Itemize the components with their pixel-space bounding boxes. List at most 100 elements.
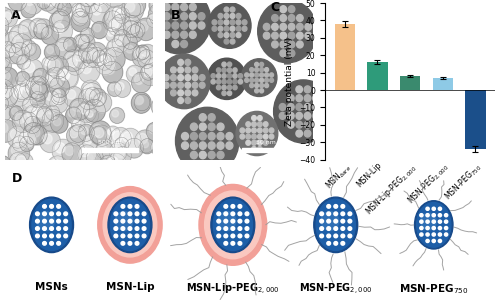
Circle shape bbox=[109, 142, 127, 161]
Circle shape bbox=[69, 58, 78, 67]
Circle shape bbox=[56, 227, 60, 230]
Circle shape bbox=[240, 128, 244, 133]
Circle shape bbox=[44, 55, 63, 76]
Circle shape bbox=[0, 84, 18, 105]
Circle shape bbox=[0, 98, 3, 105]
Circle shape bbox=[82, 92, 90, 101]
Circle shape bbox=[250, 78, 254, 82]
Circle shape bbox=[238, 205, 242, 208]
Circle shape bbox=[29, 125, 47, 145]
Circle shape bbox=[280, 23, 286, 30]
Circle shape bbox=[432, 220, 436, 223]
Circle shape bbox=[78, 0, 98, 7]
Circle shape bbox=[56, 212, 60, 215]
Circle shape bbox=[134, 94, 150, 111]
Circle shape bbox=[84, 108, 98, 123]
Circle shape bbox=[172, 0, 179, 2]
Circle shape bbox=[264, 32, 270, 39]
Circle shape bbox=[85, 137, 91, 144]
Circle shape bbox=[106, 39, 124, 57]
Circle shape bbox=[60, 3, 66, 10]
Circle shape bbox=[432, 207, 436, 210]
Circle shape bbox=[46, 72, 59, 86]
Ellipse shape bbox=[321, 211, 338, 231]
Circle shape bbox=[236, 33, 241, 38]
Circle shape bbox=[296, 32, 303, 39]
Circle shape bbox=[320, 227, 324, 230]
Circle shape bbox=[178, 98, 184, 104]
Circle shape bbox=[254, 78, 258, 82]
Circle shape bbox=[260, 83, 264, 88]
Circle shape bbox=[224, 205, 228, 208]
Circle shape bbox=[230, 39, 235, 44]
Circle shape bbox=[126, 3, 134, 11]
Circle shape bbox=[9, 152, 27, 171]
Circle shape bbox=[270, 78, 274, 82]
Circle shape bbox=[245, 219, 249, 223]
Text: A: A bbox=[11, 9, 20, 22]
Circle shape bbox=[94, 24, 101, 32]
Circle shape bbox=[38, 0, 56, 11]
Circle shape bbox=[92, 91, 100, 99]
Circle shape bbox=[114, 219, 117, 223]
Circle shape bbox=[2, 87, 11, 97]
Circle shape bbox=[27, 46, 34, 53]
Circle shape bbox=[98, 57, 108, 66]
Circle shape bbox=[192, 75, 198, 81]
Text: B: B bbox=[171, 9, 180, 22]
Circle shape bbox=[114, 137, 129, 152]
Circle shape bbox=[44, 44, 60, 60]
Circle shape bbox=[92, 5, 101, 15]
Circle shape bbox=[102, 51, 110, 59]
Circle shape bbox=[22, 59, 44, 82]
Circle shape bbox=[72, 2, 92, 24]
Circle shape bbox=[264, 78, 268, 82]
Circle shape bbox=[78, 5, 84, 11]
Circle shape bbox=[327, 212, 330, 215]
Circle shape bbox=[52, 139, 74, 162]
Circle shape bbox=[50, 0, 68, 9]
Circle shape bbox=[114, 8, 130, 23]
Circle shape bbox=[190, 123, 198, 131]
Circle shape bbox=[70, 124, 86, 142]
Circle shape bbox=[296, 41, 303, 48]
Circle shape bbox=[272, 15, 278, 22]
Circle shape bbox=[44, 28, 52, 37]
Circle shape bbox=[65, 146, 74, 155]
Circle shape bbox=[56, 66, 78, 88]
Circle shape bbox=[87, 103, 97, 113]
Circle shape bbox=[34, 79, 42, 87]
Circle shape bbox=[32, 128, 40, 137]
Circle shape bbox=[141, 47, 150, 56]
Circle shape bbox=[132, 25, 139, 32]
Circle shape bbox=[163, 31, 170, 38]
Circle shape bbox=[100, 155, 116, 172]
Circle shape bbox=[110, 108, 124, 123]
Circle shape bbox=[280, 50, 286, 57]
Circle shape bbox=[246, 122, 250, 127]
Circle shape bbox=[116, 139, 123, 146]
Circle shape bbox=[96, 95, 104, 105]
Circle shape bbox=[58, 1, 71, 16]
Circle shape bbox=[231, 212, 234, 215]
Circle shape bbox=[136, 97, 143, 104]
Circle shape bbox=[272, 32, 278, 39]
Circle shape bbox=[62, 143, 82, 164]
Ellipse shape bbox=[204, 191, 261, 259]
Circle shape bbox=[334, 219, 338, 223]
Circle shape bbox=[0, 79, 14, 99]
Circle shape bbox=[444, 227, 448, 230]
Circle shape bbox=[112, 34, 130, 52]
Circle shape bbox=[258, 134, 262, 139]
Circle shape bbox=[320, 234, 324, 238]
Circle shape bbox=[304, 86, 311, 93]
Circle shape bbox=[87, 111, 93, 117]
Circle shape bbox=[252, 140, 256, 145]
Circle shape bbox=[103, 11, 122, 31]
Circle shape bbox=[75, 52, 84, 61]
Circle shape bbox=[36, 227, 40, 230]
Circle shape bbox=[230, 7, 235, 12]
Circle shape bbox=[231, 241, 234, 245]
Circle shape bbox=[288, 112, 294, 119]
Circle shape bbox=[438, 207, 442, 210]
